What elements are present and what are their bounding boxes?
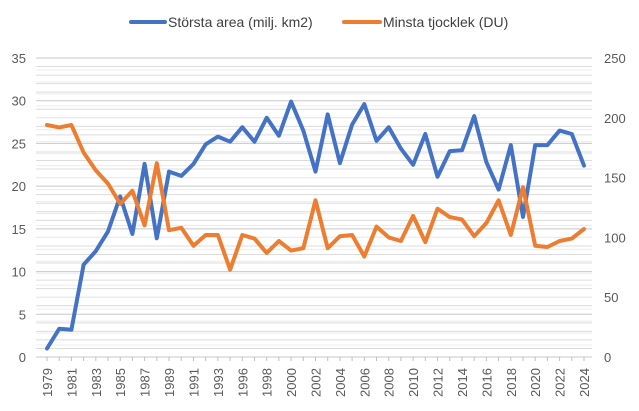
right-tick-label: 200 (604, 111, 626, 126)
left-tick-label: 0 (19, 350, 26, 365)
left-tick-label: 10 (12, 265, 26, 280)
x-tick-label: 2002 (309, 368, 324, 397)
right-tick-label: 0 (604, 350, 611, 365)
x-tick-label: 2016 (479, 368, 494, 397)
x-tick-label: 1991 (186, 368, 201, 397)
series-line-1 (45, 123, 586, 272)
x-tick-label: 1983 (89, 368, 104, 397)
x-tick-label: 1989 (162, 368, 177, 397)
x-tick-label: 1981 (64, 368, 79, 397)
left-tick-label: 20 (12, 179, 26, 194)
x-tick-label: 2020 (528, 368, 543, 397)
x-tick-label: 1987 (138, 368, 153, 397)
gridlines (36, 57, 592, 361)
x-tick-label: 1998 (260, 368, 275, 397)
right-tick-label: 150 (604, 171, 626, 186)
right-tick-label: 50 (604, 290, 618, 305)
x-tick-label: 2024 (577, 368, 592, 397)
x-tick-label: 1996 (235, 368, 250, 397)
right-tick-label: 250 (604, 51, 626, 66)
x-tick-label: 2022 (553, 368, 568, 397)
x-tick-label: 2006 (357, 368, 372, 397)
x-axis: 1979 1981 1983 1985 1987 1989 1991 1993 1996 1998… (40, 368, 592, 397)
x-tick-label: 2000 (284, 368, 299, 397)
x-tick-label: 1993 (211, 368, 226, 397)
x-tick-label: 1985 (113, 368, 128, 397)
x-tick-label: 2014 (455, 368, 470, 397)
x-tick-label: 2012 (431, 368, 446, 397)
legend-label-area: Största area (milj. km2) (168, 14, 313, 30)
left-tick-label: 25 (12, 136, 26, 151)
right-tick-label: 100 (604, 230, 626, 245)
series-lines (45, 99, 586, 351)
legend: Största area (milj. km2) Minsta tjocklek… (129, 14, 508, 30)
left-tick-label: 5 (19, 307, 26, 322)
legend-label-thickness: Minsta tjocklek (DU) (383, 14, 508, 30)
right-axis: 0 50 100 150 200 250 (604, 51, 626, 365)
left-tick-label: 15 (12, 222, 26, 237)
x-tick-label: 2008 (382, 368, 397, 397)
x-tick-label: 1979 (40, 368, 55, 397)
x-tick-label: 2010 (406, 368, 421, 397)
x-tick-label: 2018 (504, 368, 519, 397)
left-tick-label: 35 (12, 51, 26, 66)
left-tick-label: 30 (12, 94, 26, 109)
x-tick-label: 2004 (333, 368, 348, 397)
left-axis: 0 5 10 15 20 25 30 35 (12, 51, 26, 365)
